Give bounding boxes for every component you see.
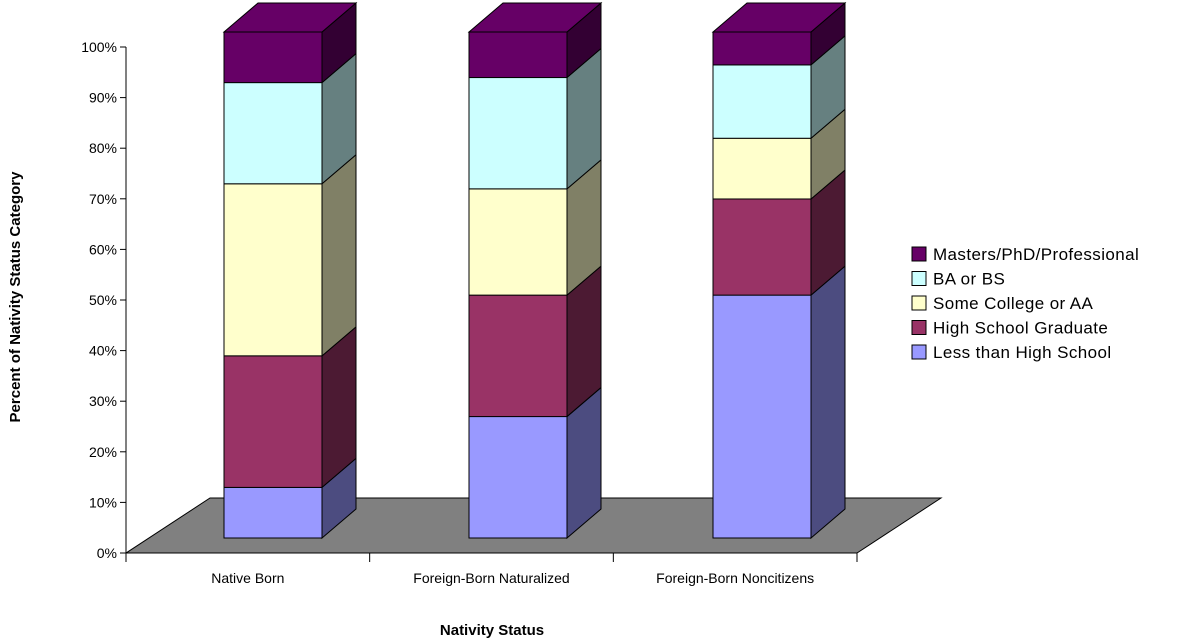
bar-segment-ba-or-bs: [712, 64, 812, 139]
legend-label: Masters/PhD/Professional: [933, 245, 1139, 264]
bar-segment-some-college-or-aa: [223, 183, 323, 357]
y-tick-label: 30%: [89, 393, 117, 409]
bar-segment-masters-phd-professional: [712, 31, 812, 66]
legend-item-masters-phd-professional: Masters/PhD/Professional: [911, 245, 1139, 264]
bar-segment-less-than-high-school: [712, 294, 812, 539]
legend-item-some-college-or-aa: Some College or AA: [911, 294, 1094, 313]
legend-item-high-school-graduate: High School Graduate: [911, 319, 1108, 338]
bar-segment-less-than-high-school: [468, 416, 568, 539]
y-tick-label: 90%: [89, 90, 117, 106]
legend-swatch: [911, 295, 927, 311]
x-axis-title: Nativity Status: [440, 622, 544, 639]
y-tick-label: 50%: [89, 292, 117, 308]
legend-item-less-than-high-school: Less than High School: [911, 343, 1112, 362]
x-tick-label: Native Born: [211, 570, 284, 586]
y-tick-label: 60%: [89, 241, 117, 257]
y-tick-label: 20%: [89, 444, 117, 460]
bar-top-masters-phd-professional: [711, 2, 847, 33]
bar-segment-high-school-graduate: [223, 355, 323, 488]
legend-swatch: [911, 320, 927, 335]
chart-axes: 0% 10% 20% 30% 40% 50% 60% 70% 80% 90% 100% Native …: [81, 39, 858, 586]
legend-label: High School Graduate: [933, 319, 1108, 338]
legend-swatch: [911, 271, 927, 286]
bar-segment-ba-or-bs: [468, 77, 568, 190]
chart-bars: [222, 1, 847, 540]
bar-top-masters-phd-professional: [222, 2, 358, 33]
legend-swatch: [911, 246, 927, 262]
x-tick-label: Foreign-Born Naturalized: [413, 570, 569, 586]
bar-stack-native-born: [222, 1, 358, 540]
bar-stack-foreign-born-noncitizens: [711, 1, 847, 540]
y-tick-label: 70%: [89, 191, 117, 207]
y-tick-label: 80%: [89, 140, 117, 156]
bar-side-some-college-or-aa: [321, 153, 357, 357]
bar-segment-high-school-graduate: [468, 294, 568, 418]
legend-item-ba-or-bs: BA or BS: [911, 270, 1005, 289]
legend-label: BA or BS: [933, 270, 1005, 289]
bar-segment-some-college-or-aa: [712, 137, 812, 200]
bar-segment-masters-phd-professional: [223, 31, 323, 84]
legend-label: Less than High School: [933, 343, 1112, 362]
bar-segment-some-college-or-aa: [468, 188, 568, 296]
legend-label: Some College or AA: [933, 294, 1094, 313]
y-tick-label: 40%: [89, 343, 117, 359]
bar-segment-high-school-graduate: [712, 198, 812, 296]
bar-segment-ba-or-bs: [223, 82, 323, 185]
y-tick-label: 10%: [89, 494, 117, 510]
bar-stack-foreign-born-naturalized: [467, 1, 603, 540]
bar-segment-less-than-high-school: [223, 486, 323, 539]
legend-swatch: [911, 344, 927, 360]
chart-legend: Masters/PhD/Professional BA or BS Some Col…: [911, 245, 1139, 362]
x-tick-label: Foreign-Born Noncitizens: [656, 570, 814, 586]
y-tick-label: 0%: [97, 545, 117, 561]
bar-side-less-than-high-school: [810, 265, 846, 540]
bar-top-masters-phd-professional: [467, 2, 603, 33]
y-axis-title: Percent of Nativity Status Category: [7, 171, 24, 423]
y-tick-label: 100%: [81, 39, 117, 55]
bar-segment-masters-phd-professional: [468, 31, 568, 79]
